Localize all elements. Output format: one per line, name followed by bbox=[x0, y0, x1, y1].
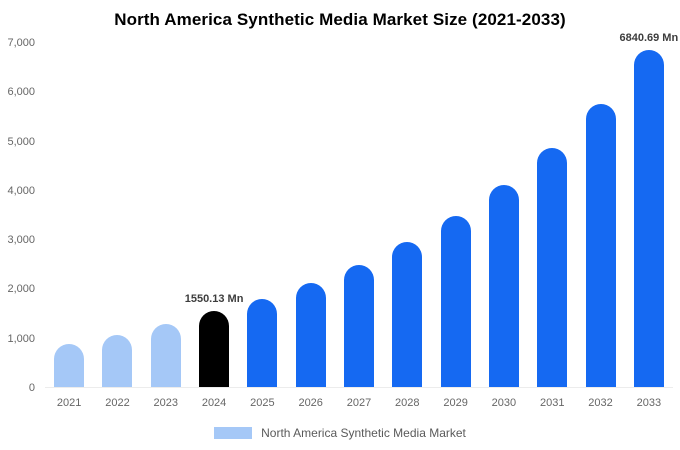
y-tick-label: 7,000 bbox=[7, 37, 35, 49]
bar-2029[interactable] bbox=[440, 215, 471, 387]
x-tick-label: 2027 bbox=[346, 397, 372, 409]
legend-item[interactable]: North America Synthetic Media Market bbox=[0, 426, 680, 440]
bar-2022[interactable] bbox=[102, 334, 133, 387]
bar-2032[interactable] bbox=[585, 103, 616, 387]
x-tick-label: 2021 bbox=[56, 397, 82, 409]
x-axis: 2021 2022 2023 2024 2025 2026 2027 2028 2029 2030… bbox=[45, 389, 673, 413]
bar-2023[interactable] bbox=[150, 324, 181, 387]
x-tick-label: 2028 bbox=[395, 397, 420, 409]
plot-area: 1550.13 Mn 6840.69 Mn bbox=[45, 32, 678, 388]
bar-2024[interactable] bbox=[199, 310, 230, 387]
y-tick-label: 6,000 bbox=[7, 86, 35, 99]
bar-value-label: 6840.69 Mn bbox=[619, 31, 679, 44]
bar-2031[interactable] bbox=[537, 147, 568, 387]
x-tick-label: 2025 bbox=[250, 397, 275, 409]
y-axis: 0 1,000 2,000 3,000 4,000 5,000 6,000 7,000 bbox=[0, 37, 40, 394]
bar-2030[interactable] bbox=[488, 184, 519, 387]
x-tick-label: 2032 bbox=[588, 397, 613, 409]
y-tick-label: 4,000 bbox=[7, 184, 35, 197]
bar-2025[interactable] bbox=[247, 298, 278, 387]
chart-title: North America Synthetic Media Market Siz… bbox=[114, 10, 566, 29]
bar-2028[interactable] bbox=[392, 241, 423, 387]
x-tick-label: 2022 bbox=[105, 397, 130, 409]
bar-2021[interactable] bbox=[54, 343, 85, 387]
bar-value-label: 1550.13 Mn bbox=[184, 292, 244, 305]
y-tick-label: 1,000 bbox=[7, 332, 35, 345]
x-tick-label: 2031 bbox=[539, 397, 565, 409]
x-tick-label: 2030 bbox=[491, 397, 517, 409]
bar-2033[interactable] bbox=[633, 49, 664, 387]
bar-2026[interactable] bbox=[295, 283, 326, 387]
y-tick-label: 0 bbox=[28, 382, 35, 394]
y-tick-label: 2,000 bbox=[7, 283, 35, 296]
x-tick-label: 2033 bbox=[636, 397, 662, 409]
x-tick-label: 2026 bbox=[298, 397, 323, 409]
y-tick-label: 5,000 bbox=[7, 135, 35, 148]
x-tick-label: 2023 bbox=[153, 397, 179, 409]
x-tick-label: 2024 bbox=[201, 397, 227, 409]
legend-swatch-icon bbox=[214, 427, 253, 439]
x-tick-label: 2029 bbox=[443, 397, 468, 409]
legend-label: North America Synthetic Media Market bbox=[261, 426, 466, 440]
bar-2027[interactable] bbox=[344, 264, 374, 387]
y-tick-label: 3,000 bbox=[7, 234, 35, 247]
